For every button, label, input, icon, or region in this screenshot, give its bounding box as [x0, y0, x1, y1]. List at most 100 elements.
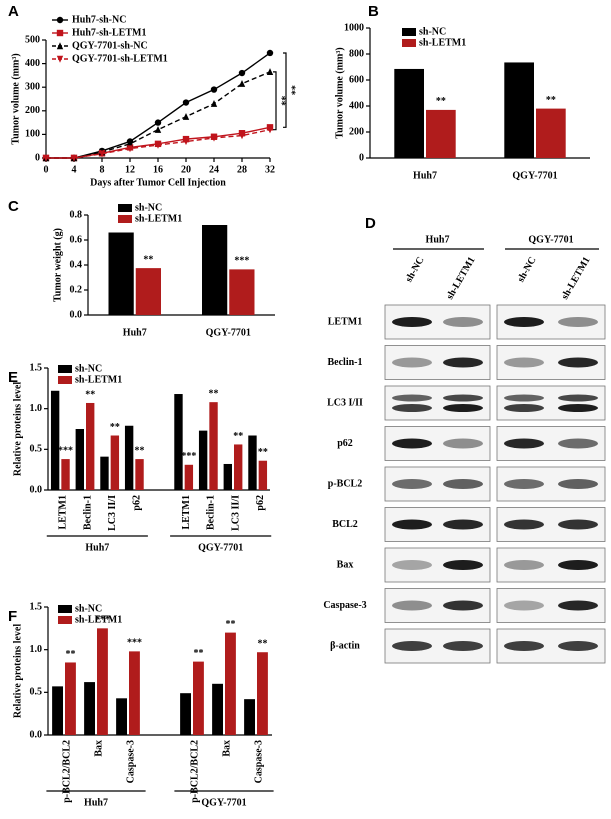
- bar: [50, 390, 60, 490]
- significance-label: ***: [127, 638, 142, 649]
- legend-label: QGY-7701-sh-LETM1: [72, 53, 168, 64]
- panel-label: A: [8, 3, 19, 20]
- y-tick-label: 0.6: [70, 234, 83, 245]
- significance-label: **: [209, 388, 219, 399]
- legend-label: QGY-7701-sh-NC: [72, 40, 148, 51]
- y-axis-label: Relative proteins level: [12, 624, 23, 718]
- protein-label: p62: [337, 438, 353, 449]
- significance-label: **: [546, 95, 556, 106]
- y-tick-label: 200: [349, 126, 364, 137]
- x-tick-label: Bax: [221, 740, 232, 757]
- point: [238, 69, 246, 77]
- blot-band: [392, 641, 432, 651]
- legend-swatch: [58, 605, 72, 613]
- blot-band: [504, 479, 544, 489]
- significance-label: **: [65, 649, 75, 660]
- blot-band: [558, 641, 598, 651]
- blot-band: [558, 479, 598, 489]
- legend-swatch: [402, 28, 416, 36]
- significance-label: **: [85, 389, 95, 400]
- legend-label: sh-NC: [75, 603, 102, 614]
- blot-band: [392, 600, 432, 611]
- group-label: Huh7: [85, 542, 109, 553]
- y-tick-label: 1.5: [30, 362, 43, 373]
- bar: [84, 682, 95, 735]
- x-tick-label: 12: [125, 164, 135, 175]
- bar: [258, 460, 268, 490]
- panel-label: B: [368, 3, 379, 20]
- panel-label: E: [8, 369, 18, 386]
- bar: [61, 459, 70, 490]
- legend-swatch: [58, 616, 72, 624]
- y-axis-label: Tumor volume (mm³): [10, 53, 21, 144]
- blot-band: [443, 394, 483, 402]
- blot-band: [558, 600, 598, 611]
- point: [98, 150, 106, 158]
- x-tick-label: 24: [209, 164, 219, 175]
- x-tick-label: Caspase-3: [125, 740, 136, 783]
- point: [210, 134, 218, 142]
- y-tick-label: 100: [25, 129, 40, 140]
- protein-label: LC3 I/II: [327, 397, 363, 408]
- bar: [100, 456, 109, 490]
- bar: [86, 402, 95, 490]
- bar: [116, 698, 127, 735]
- bar: [180, 693, 191, 735]
- y-tick-label: 1.5: [30, 601, 43, 612]
- protein-label: p-BCL2: [328, 478, 362, 489]
- blot-band: [392, 438, 432, 449]
- protein-label: LETM1: [328, 316, 362, 327]
- y-tick-label: 0.5: [30, 444, 43, 455]
- bar: [97, 628, 108, 735]
- blot-band: [558, 357, 598, 368]
- blot-band: [443, 317, 483, 327]
- legend-swatch: [118, 215, 132, 223]
- blot-lane-label: sh-LETM1: [559, 255, 592, 301]
- bar: [504, 62, 534, 159]
- point: [238, 79, 246, 87]
- blot-group-label: Huh7: [426, 234, 450, 245]
- x-tick-label: LETM1: [58, 495, 69, 529]
- x-tick-label: 4: [72, 164, 77, 175]
- legend-label: sh-NC: [419, 26, 446, 37]
- panel-label: D: [365, 215, 376, 232]
- y-tick-label: 0.0: [30, 484, 43, 495]
- y-tick-label: 400: [349, 100, 364, 111]
- significance-label: **: [276, 96, 287, 106]
- bar: [52, 686, 63, 735]
- series-line: [46, 71, 271, 159]
- y-tick-label: 0.4: [70, 259, 83, 270]
- significance-label: ***: [58, 445, 73, 456]
- point: [210, 86, 218, 93]
- bar: [193, 661, 204, 735]
- bar: [198, 430, 208, 490]
- y-tick-label: 200: [25, 105, 40, 116]
- bar: [135, 268, 161, 315]
- legend-label: Huh7-sh-LETM1: [72, 27, 146, 38]
- legend-label: sh-LETM1: [75, 614, 122, 625]
- x-tick-label: LC3 II/I: [107, 495, 118, 531]
- y-tick-label: 500: [25, 34, 40, 45]
- protein-label: BCL2: [332, 519, 358, 530]
- blot-frame: [384, 385, 491, 421]
- significance-label: **: [225, 619, 235, 630]
- y-tick-label: 0.0: [70, 309, 83, 320]
- y-tick-label: 0.2: [70, 284, 83, 295]
- panel-label: C: [8, 198, 19, 215]
- point: [126, 140, 134, 148]
- bar: [135, 459, 144, 490]
- legend-swatch: [118, 204, 132, 212]
- significance-bracket: [273, 71, 277, 131]
- blot-lane-label: sh-NC: [515, 255, 538, 284]
- point: [154, 119, 162, 126]
- bar: [244, 699, 255, 735]
- y-tick-label: 1.0: [30, 644, 43, 655]
- x-tick-label: p-BCL2/BCL2: [61, 740, 72, 803]
- legend-marker: [56, 42, 64, 50]
- x-tick-label: p-BCL2/BCL2: [189, 740, 200, 803]
- x-tick-label: 8: [100, 164, 105, 175]
- blot-frame: [496, 385, 606, 421]
- significance-label: **: [110, 422, 120, 433]
- protein-label: β-actin: [330, 640, 360, 651]
